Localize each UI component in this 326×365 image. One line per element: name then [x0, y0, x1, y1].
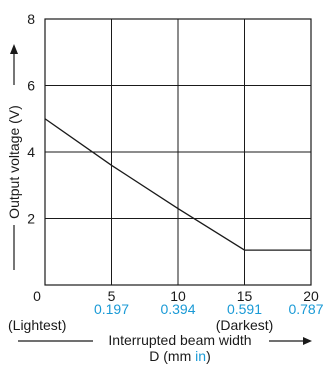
- x-axis-unit-close: ): [206, 348, 211, 364]
- x-axis-unit-in: in: [195, 348, 206, 364]
- axes: [44, 18, 312, 286]
- plot-frame: [44, 18, 312, 286]
- y-tick-8: 8: [27, 11, 35, 27]
- x-tick-in-0.787: 0.787: [288, 301, 323, 317]
- x-tick-mm-0: 0: [33, 288, 41, 304]
- annotation-darkest: (Darkest): [216, 317, 274, 333]
- series: [44, 118, 312, 251]
- x-tick-mm-20: 20: [303, 288, 319, 304]
- x-axis-title: Interrupted beam width: [108, 332, 251, 348]
- y-tick-4: 4: [27, 144, 35, 160]
- y-tick-6: 6: [27, 78, 35, 94]
- x-axis-arrowhead: [303, 337, 312, 345]
- y-axis-arrowhead: [10, 44, 18, 54]
- y-axis-title: Output voltage (V): [6, 105, 22, 219]
- x-tick-in-0.591: 0.591: [227, 301, 262, 317]
- x-axis-unit-label: D (mm in): [149, 348, 210, 364]
- annotation-lightest: (Lightest): [8, 317, 66, 333]
- x-tick-mm-15: 15: [237, 288, 253, 304]
- x-axis-unit-mm: D (mm: [149, 348, 195, 364]
- x-tick-in-0.394: 0.394: [160, 301, 195, 317]
- x-tick-mm-5: 5: [108, 288, 116, 304]
- grid: [45, 19, 311, 285]
- x-tick-in-0.197: 0.197: [94, 301, 129, 317]
- labels: 2 4 6 8 0 5 10 15 20 0.197 0.394 0.591 0.787 (Lightes…: [6, 11, 324, 364]
- y-tick-2: 2: [27, 211, 35, 227]
- x-tick-mm-10: 10: [170, 288, 186, 304]
